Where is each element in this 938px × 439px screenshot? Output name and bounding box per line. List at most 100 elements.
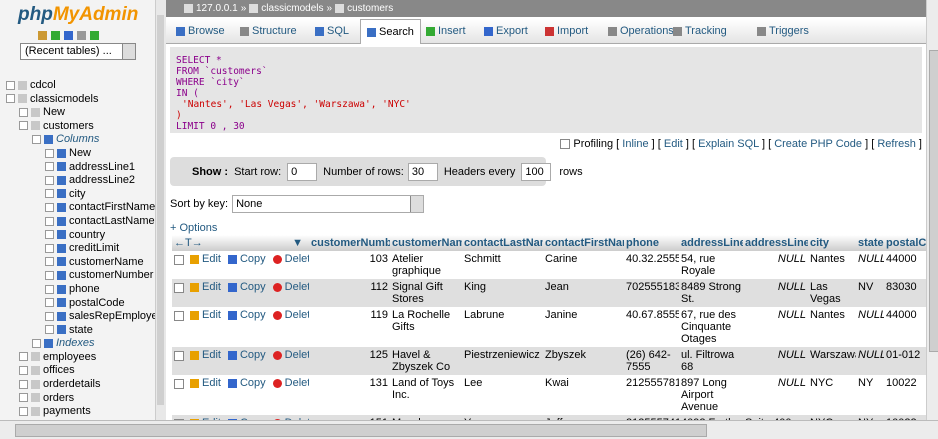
tree-node[interactable]: state [6, 324, 155, 338]
tree-label: salesRepEmployeeNumber [69, 310, 155, 323]
tree-node[interactable]: New [6, 147, 155, 161]
tree-node[interactable]: creditLimit [6, 242, 155, 256]
tree-node[interactable]: contactFirstName [6, 201, 155, 215]
options-link[interactable]: + Options [170, 222, 218, 234]
column-header[interactable]: contactLastName [462, 235, 543, 251]
tree-node[interactable]: contactLastName [6, 215, 155, 229]
scroll-thumb[interactable] [15, 424, 707, 437]
row-action[interactable]: Copy [239, 253, 266, 265]
quick-icon[interactable] [77, 30, 86, 40]
tree-node[interactable]: city [6, 188, 155, 202]
breadcrumb-item[interactable]: customers [347, 3, 394, 14]
row-action[interactable]: Edit [202, 417, 221, 420]
profiling-link[interactable]: Inline [622, 138, 649, 150]
tab[interactable]: Tracking [667, 19, 733, 43]
tree-node[interactable]: cdcol [6, 79, 155, 93]
checkbox[interactable] [174, 351, 184, 362]
row-action[interactable]: Delete [284, 377, 309, 389]
row-action[interactable]: Copy [240, 417, 266, 420]
tree-node[interactable]: classicmodels [6, 93, 155, 107]
row-action[interactable]: Edit [202, 253, 221, 265]
tree-node[interactable]: orderdetails [6, 378, 155, 392]
tree-node[interactable]: customerNumber [6, 269, 155, 283]
tree-node[interactable]: employees [6, 351, 155, 365]
checkbox[interactable] [174, 255, 184, 266]
column-header[interactable]: phone [624, 235, 679, 251]
checkbox[interactable] [174, 283, 184, 294]
row-action[interactable]: Copy [239, 281, 266, 293]
column-header[interactable]: state [856, 235, 884, 251]
column-menu[interactable]: ▼ [292, 237, 303, 249]
tree-node[interactable]: New [6, 106, 155, 120]
column-header[interactable]: customerNumber [309, 235, 390, 251]
scroll-thumb[interactable] [157, 15, 164, 405]
tree-node[interactable]: Indexes [6, 337, 155, 351]
column-header[interactable]: customerName [390, 235, 462, 251]
tab[interactable]: Export [478, 19, 534, 43]
tab[interactable]: Structure [234, 19, 303, 43]
checkbox[interactable] [174, 419, 184, 420]
row-action[interactable]: Copy [239, 309, 266, 321]
checkbox[interactable] [560, 139, 571, 150]
tree-node[interactable]: customerName [6, 256, 155, 270]
breadcrumb-item[interactable]: 127.0.0.1 [196, 3, 238, 14]
profiling-link[interactable]: Explain SQL [698, 138, 759, 150]
row-action[interactable]: Delete [284, 309, 309, 321]
row-action[interactable]: Delete [285, 417, 309, 420]
sort-select[interactable]: None [232, 195, 425, 213]
column-header[interactable]: addressLine2 [743, 235, 808, 251]
dropdown-arrow [410, 196, 424, 212]
headers-input[interactable]: 100 [521, 163, 552, 181]
recent-tables-select[interactable]: (Recent tables) ... [20, 43, 136, 60]
profiling-link[interactable]: Edit [663, 138, 683, 150]
tree-node[interactable]: phone [6, 283, 155, 297]
column-header[interactable]: addressLine1 [679, 235, 743, 251]
tree-node[interactable]: postalCode [6, 297, 155, 311]
quick-icon[interactable] [38, 30, 47, 40]
start-row-input[interactable]: 0 [287, 163, 318, 181]
tab[interactable]: SQL [309, 19, 355, 43]
tab[interactable]: Search [360, 19, 421, 44]
row-action[interactable]: Delete [284, 349, 309, 361]
tree-node[interactable]: Columns [6, 133, 155, 147]
tab[interactable]: Triggers [751, 19, 815, 43]
column-header[interactable]: city [808, 235, 856, 251]
vertical-scrollbar[interactable] [926, 0, 938, 420]
tree-node[interactable]: addressLine1 [6, 161, 155, 175]
tree-node[interactable]: offices [6, 364, 155, 378]
profiling-link[interactable]: Create PHP Code [774, 138, 863, 150]
row-action[interactable]: Copy [239, 349, 266, 361]
row-action[interactable]: Edit [202, 281, 221, 293]
tab[interactable]: Insert [420, 19, 472, 43]
checkbox[interactable] [174, 311, 184, 322]
tab[interactable]: Operations [602, 19, 680, 43]
column-arrows[interactable]: ←T→ [174, 237, 203, 249]
row-action[interactable]: Edit [202, 377, 221, 389]
breadcrumb-item[interactable]: classicmodels [261, 3, 324, 14]
tree-node[interactable]: country [6, 229, 155, 243]
rows-input[interactable]: 30 [407, 163, 438, 181]
tab[interactable]: Browse [170, 19, 231, 43]
tree-node[interactable]: salesRepEmployeeNumber [6, 310, 155, 324]
tab[interactable]: Import [539, 19, 594, 43]
quick-icon[interactable] [64, 30, 73, 40]
tree-node[interactable]: addressLine2 [6, 174, 155, 188]
column-header[interactable]: postalCode [884, 235, 926, 251]
quick-icon[interactable] [51, 30, 60, 40]
tree-node[interactable]: payments [6, 405, 155, 419]
row-action[interactable]: Delete [284, 253, 309, 265]
sidebar-scrollbar[interactable] [155, 0, 166, 420]
column-header[interactable]: contactFirstName [543, 235, 624, 251]
tree-node[interactable]: orders [6, 392, 155, 406]
quick-icon[interactable] [90, 30, 99, 40]
row-action[interactable]: Delete [284, 281, 309, 293]
row-action[interactable]: Edit [202, 309, 221, 321]
checkbox[interactable] [174, 379, 184, 390]
row-action[interactable]: Edit [202, 349, 221, 361]
horizontal-scrollbar[interactable] [0, 420, 938, 439]
row-action[interactable]: Copy [239, 377, 266, 389]
profiling-link[interactable]: Refresh [877, 138, 916, 150]
icon [673, 26, 682, 36]
scroll-thumb[interactable] [929, 50, 938, 352]
tree-node[interactable]: customers [6, 120, 155, 134]
